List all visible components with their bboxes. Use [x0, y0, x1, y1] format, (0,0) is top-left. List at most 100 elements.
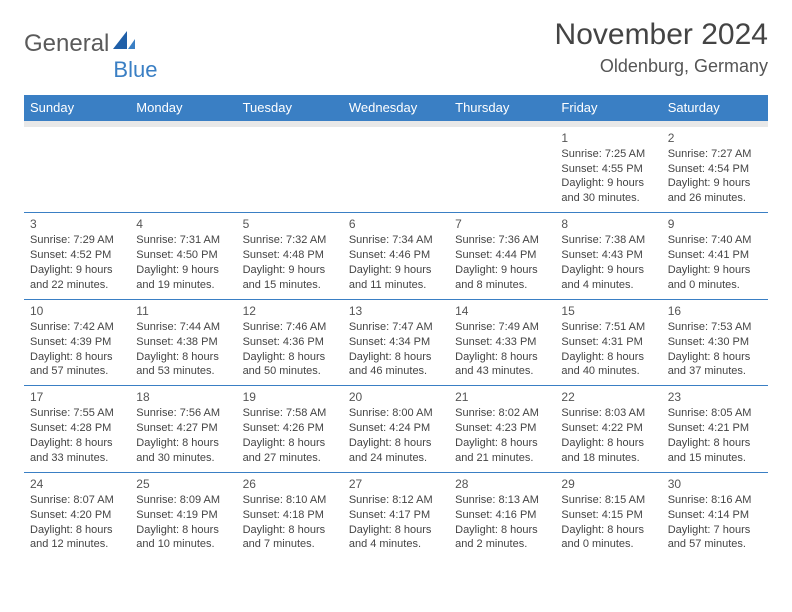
day-number: 14: [455, 303, 549, 319]
sunset-text: Sunset: 4:23 PM: [455, 421, 549, 436]
sunset-text: Sunset: 4:27 PM: [136, 421, 230, 436]
sunrise-text: Sunrise: 8:12 AM: [349, 493, 443, 508]
sunrise-text: Sunrise: 8:07 AM: [30, 493, 124, 508]
sunrise-text: Sunrise: 7:42 AM: [30, 320, 124, 335]
daylight-text: and 10 minutes.: [136, 537, 230, 552]
calendar-cell: 2Sunrise: 7:27 AMSunset: 4:54 PMDaylight…: [662, 127, 768, 213]
day-number: 2: [668, 130, 762, 146]
calendar-cell: 18Sunrise: 7:56 AMSunset: 4:27 PMDayligh…: [130, 386, 236, 473]
day-number: 12: [243, 303, 337, 319]
calendar-cell: [24, 127, 130, 213]
daylight-text: Daylight: 8 hours: [136, 523, 230, 538]
day-number: 16: [668, 303, 762, 319]
header: General Blue November 2024 Oldenburg, Ge…: [24, 18, 768, 77]
daylight-text: Daylight: 9 hours: [136, 263, 230, 278]
daylight-text: Daylight: 8 hours: [30, 436, 124, 451]
calendar-body: 1Sunrise: 7:25 AMSunset: 4:55 PMDaylight…: [24, 121, 768, 559]
daylight-text: and 4 minutes.: [349, 537, 443, 552]
sunrise-text: Sunrise: 7:25 AM: [561, 147, 655, 162]
daylight-text: and 30 minutes.: [136, 451, 230, 466]
daylight-text: and 57 minutes.: [668, 537, 762, 552]
sunrise-text: Sunrise: 7:27 AM: [668, 147, 762, 162]
day-number: 9: [668, 216, 762, 232]
sunrise-text: Sunrise: 7:56 AM: [136, 406, 230, 421]
daylight-text: Daylight: 8 hours: [455, 436, 549, 451]
daylight-text: and 46 minutes.: [349, 364, 443, 379]
calendar-cell: 14Sunrise: 7:49 AMSunset: 4:33 PMDayligh…: [449, 299, 555, 386]
day-header: Sunday: [24, 95, 130, 121]
day-number: 17: [30, 389, 124, 405]
day-number: 15: [561, 303, 655, 319]
sunset-text: Sunset: 4:34 PM: [349, 335, 443, 350]
day-number: 11: [136, 303, 230, 319]
daylight-text: Daylight: 9 hours: [561, 263, 655, 278]
day-number: 6: [349, 216, 443, 232]
daylight-text: Daylight: 8 hours: [561, 436, 655, 451]
day-number: 18: [136, 389, 230, 405]
day-number: 10: [30, 303, 124, 319]
day-number: 24: [30, 476, 124, 492]
day-number: 29: [561, 476, 655, 492]
daylight-text: and 57 minutes.: [30, 364, 124, 379]
daylight-text: Daylight: 8 hours: [136, 436, 230, 451]
daylight-text: and 18 minutes.: [561, 451, 655, 466]
calendar-cell: 5Sunrise: 7:32 AMSunset: 4:48 PMDaylight…: [237, 213, 343, 300]
sunrise-text: Sunrise: 7:29 AM: [30, 233, 124, 248]
sunset-text: Sunset: 4:54 PM: [668, 162, 762, 177]
daylight-text: Daylight: 8 hours: [243, 523, 337, 538]
daylight-text: Daylight: 8 hours: [455, 350, 549, 365]
logo-sail-icon: [113, 30, 135, 58]
logo-text-blue: Blue: [113, 57, 157, 83]
day-number: 22: [561, 389, 655, 405]
calendar-cell: 20Sunrise: 8:00 AMSunset: 4:24 PMDayligh…: [343, 386, 449, 473]
daylight-text: Daylight: 8 hours: [30, 350, 124, 365]
sunrise-text: Sunrise: 7:47 AM: [349, 320, 443, 335]
daylight-text: and 22 minutes.: [30, 278, 124, 293]
sunset-text: Sunset: 4:55 PM: [561, 162, 655, 177]
daylight-text: and 53 minutes.: [136, 364, 230, 379]
daylight-text: Daylight: 8 hours: [668, 436, 762, 451]
day-header: Monday: [130, 95, 236, 121]
daylight-text: Daylight: 8 hours: [243, 436, 337, 451]
calendar-cell: 28Sunrise: 8:13 AMSunset: 4:16 PMDayligh…: [449, 472, 555, 558]
calendar-cell: 3Sunrise: 7:29 AMSunset: 4:52 PMDaylight…: [24, 213, 130, 300]
sunrise-text: Sunrise: 7:36 AM: [455, 233, 549, 248]
sunrise-text: Sunrise: 7:32 AM: [243, 233, 337, 248]
daylight-text: and 0 minutes.: [668, 278, 762, 293]
day-number: 27: [349, 476, 443, 492]
sunrise-text: Sunrise: 8:02 AM: [455, 406, 549, 421]
sunrise-text: Sunrise: 8:16 AM: [668, 493, 762, 508]
daylight-text: Daylight: 9 hours: [455, 263, 549, 278]
daylight-text: Daylight: 8 hours: [349, 436, 443, 451]
sunset-text: Sunset: 4:41 PM: [668, 248, 762, 263]
sunset-text: Sunset: 4:36 PM: [243, 335, 337, 350]
sunrise-text: Sunrise: 7:51 AM: [561, 320, 655, 335]
calendar-cell: 6Sunrise: 7:34 AMSunset: 4:46 PMDaylight…: [343, 213, 449, 300]
daylight-text: and 7 minutes.: [243, 537, 337, 552]
sunset-text: Sunset: 4:24 PM: [349, 421, 443, 436]
daylight-text: and 27 minutes.: [243, 451, 337, 466]
calendar-cell: 24Sunrise: 8:07 AMSunset: 4:20 PMDayligh…: [24, 472, 130, 558]
day-header: Tuesday: [237, 95, 343, 121]
logo-text-general: General: [24, 30, 109, 58]
calendar-cell: 25Sunrise: 8:09 AMSunset: 4:19 PMDayligh…: [130, 472, 236, 558]
sunrise-text: Sunrise: 7:44 AM: [136, 320, 230, 335]
daylight-text: and 37 minutes.: [668, 364, 762, 379]
sunrise-text: Sunrise: 8:13 AM: [455, 493, 549, 508]
day-header: Wednesday: [343, 95, 449, 121]
day-number: 7: [455, 216, 549, 232]
sunrise-text: Sunrise: 8:09 AM: [136, 493, 230, 508]
daylight-text: Daylight: 9 hours: [668, 263, 762, 278]
daylight-text: and 15 minutes.: [668, 451, 762, 466]
daylight-text: and 40 minutes.: [561, 364, 655, 379]
calendar-cell: 30Sunrise: 8:16 AMSunset: 4:14 PMDayligh…: [662, 472, 768, 558]
daylight-text: and 2 minutes.: [455, 537, 549, 552]
calendar-cell: 26Sunrise: 8:10 AMSunset: 4:18 PMDayligh…: [237, 472, 343, 558]
daylight-text: and 0 minutes.: [561, 537, 655, 552]
sunrise-text: Sunrise: 7:55 AM: [30, 406, 124, 421]
daylight-text: Daylight: 8 hours: [349, 350, 443, 365]
sunrise-text: Sunrise: 7:31 AM: [136, 233, 230, 248]
calendar-cell: 17Sunrise: 7:55 AMSunset: 4:28 PMDayligh…: [24, 386, 130, 473]
daylight-text: Daylight: 9 hours: [30, 263, 124, 278]
sunset-text: Sunset: 4:48 PM: [243, 248, 337, 263]
